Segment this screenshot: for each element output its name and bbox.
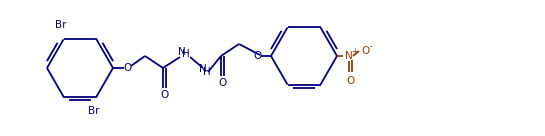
- Text: H: H: [182, 49, 190, 59]
- Text: N: N: [178, 47, 186, 57]
- Text: O: O: [219, 78, 227, 88]
- Text: Br: Br: [88, 106, 99, 116]
- Text: Br: Br: [54, 20, 66, 30]
- Text: +: +: [351, 47, 357, 56]
- Text: O: O: [347, 76, 355, 86]
- Text: N: N: [345, 51, 353, 61]
- Text: -: -: [370, 42, 372, 52]
- Text: O: O: [253, 51, 261, 61]
- Text: N: N: [199, 64, 207, 74]
- Text: O: O: [361, 46, 369, 56]
- Text: O: O: [123, 63, 131, 73]
- Text: O: O: [160, 90, 168, 100]
- Text: H: H: [203, 67, 211, 77]
